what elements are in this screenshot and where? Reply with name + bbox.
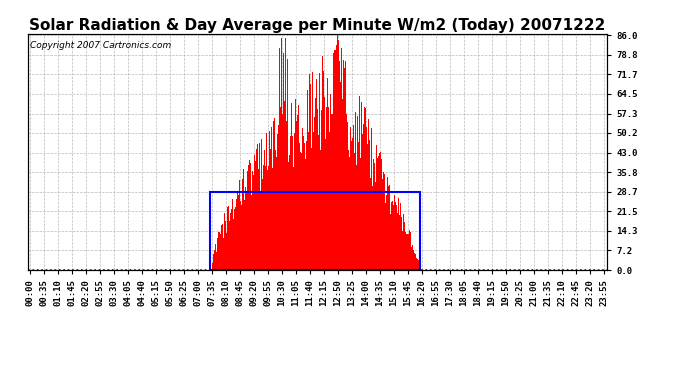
Title: Solar Radiation & Day Average per Minute W/m2 (Today) 20071222: Solar Radiation & Day Average per Minute…	[29, 18, 606, 33]
Text: Copyright 2007 Cartronics.com: Copyright 2007 Cartronics.com	[30, 41, 172, 50]
Bar	[210, 192, 420, 270]
